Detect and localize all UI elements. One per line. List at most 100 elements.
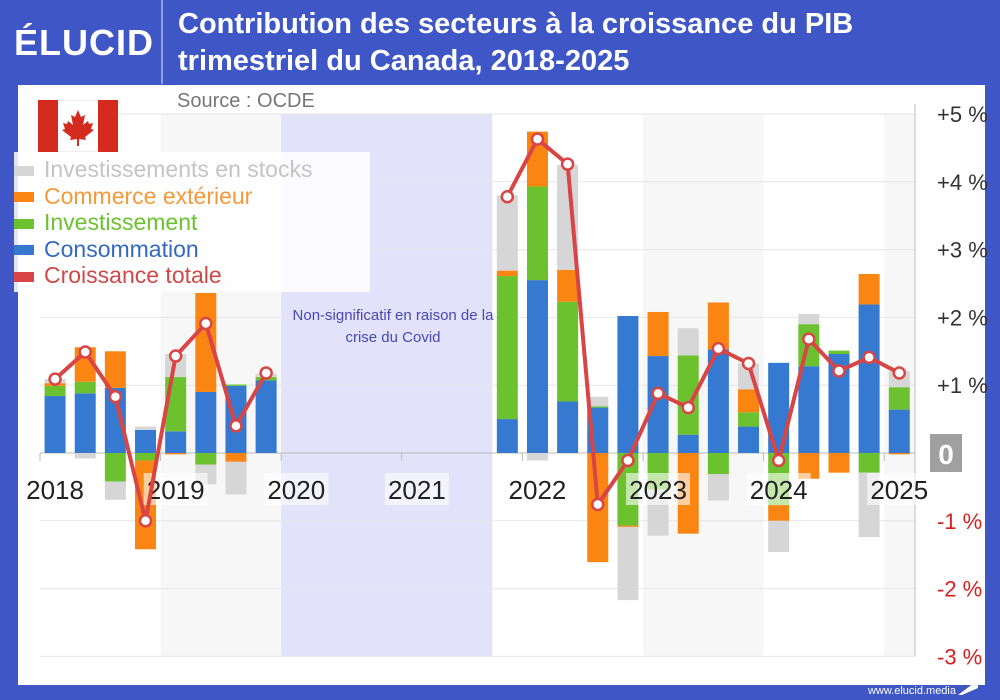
x-label-bg [264,473,329,505]
covid-annotation: Non-significatif en raison de la crise d… [292,307,494,346]
total-growth-point [500,189,515,204]
bar-investissements-en-stocks [707,474,729,501]
total-growth-point [560,157,575,171]
x-tick-label: 2024 [750,475,808,505]
y-tick-label: +3 % [937,238,988,263]
x-tick-label: 2018 [26,475,84,505]
legend: Investissements en stocks Commerce extéri… [14,152,370,292]
bar-consommation [104,387,126,453]
bar-commerce-ext-rieur [798,453,820,479]
bar-consommation [496,419,518,453]
total-growth-point [229,419,243,433]
x-label-bg [23,473,88,505]
total-growth-point [802,332,816,346]
total-growth-point [771,453,786,468]
legend-label: Consommation [44,235,199,262]
chart-title: Contribution des secteurs à la croissanc… [178,6,978,80]
total-growth-point [862,350,876,365]
bar-consommation [768,362,790,453]
bar-investissements-en-stocks [104,481,126,500]
y-tick-label: +1 % [937,373,988,398]
zero-label-box [930,434,962,472]
bar-consommation [44,396,66,453]
legend-swatch [14,192,34,203]
x-tick-label: 2019 [147,475,205,505]
bar-commerce-ext-rieur [225,453,247,462]
legend-swatch [14,245,34,256]
total-growth-line [53,321,268,523]
total-growth-point [168,349,183,363]
bar-investissement [44,385,66,397]
bar-consommation [858,304,880,453]
bar-investissement [225,384,247,386]
bar-consommation [677,434,699,453]
bar-investissements-en-stocks [587,396,609,407]
total-growth-point [530,132,545,146]
total-growth-point [138,514,153,528]
legend-item: Commerce extérieur [14,183,252,210]
legend-label: Croissance totale [44,262,222,288]
total-growth-point [681,400,695,415]
y-tick-label: 0 [938,439,954,470]
bar-consommation [738,426,760,453]
footer-url: www.elucid.media [867,685,956,697]
bar-commerce-ext-rieur [828,453,850,473]
total-growth-line [505,137,901,507]
y-tick-label: -1 % [937,509,982,534]
bar-commerce-ext-rieur [617,525,639,527]
legend-item: Croissance totale [14,262,222,289]
brand-logo: ÉLUCID [14,22,154,63]
bar-investissements-en-stocks [768,520,790,552]
bar-commerce-ext-rieur [707,302,729,350]
header-divider [161,0,163,84]
title-line-1: Contribution des secteurs à la croissanc… [178,8,854,40]
bar-consommation [74,393,96,453]
x-label-bg [384,473,449,505]
x-tick-label: 2023 [629,475,687,505]
bar-commerce-ext-rieur [738,389,760,413]
legend-label: Investissements en stocks [44,156,313,182]
bar-investissements-en-stocks [617,526,639,601]
bar-investissements-en-stocks [798,314,820,325]
bar-investissement [135,453,157,461]
bar-investissements-en-stocks [225,461,247,495]
bar-investissement [496,276,518,420]
bar-consommation [828,354,850,453]
legend-swatch [14,218,34,229]
total-growth-point [48,372,62,386]
bar-consommation [255,380,277,453]
bar-investissement [858,453,880,473]
total-growth-point [741,356,756,371]
y-tick-label: +5 % [937,102,988,127]
bar-consommation [888,409,910,453]
total-growth-point [892,366,907,380]
total-growth-point [832,364,846,378]
legend-item: Investissement [14,209,197,236]
line-marker-icon [14,271,34,282]
bar-investissement [888,387,910,410]
bar-commerce-ext-rieur [104,351,126,388]
bar-investissements-en-stocks [677,328,699,356]
bar-investissements-en-stocks [135,426,157,430]
total-growth-point [621,453,635,468]
bar-commerce-ext-rieur [195,292,217,392]
y-tick-label: +4 % [937,170,988,195]
bar-consommation [557,401,579,453]
legend-label: Commerce extérieur [44,182,253,209]
y-tick-label: -3 % [937,644,982,669]
y-tick-label: +2 % [937,305,988,330]
bar-commerce-ext-rieur [768,505,790,521]
total-growth-point [711,341,726,356]
title-line-2: trimestriel du Canada, 2018-2025 [178,45,630,77]
x-tick-label: 2025 [870,475,928,505]
legend-label: Investissement [44,209,198,235]
x-label-bg [746,473,811,505]
bar-investissements-en-stocks [496,195,518,271]
bar-consommation [617,316,639,453]
bar-investissement [828,350,850,355]
bar-consommation [165,431,187,453]
total-growth-point [591,497,605,512]
bar-investissement [738,412,760,427]
bar-consommation [647,356,669,453]
bar-investissement [526,186,548,281]
